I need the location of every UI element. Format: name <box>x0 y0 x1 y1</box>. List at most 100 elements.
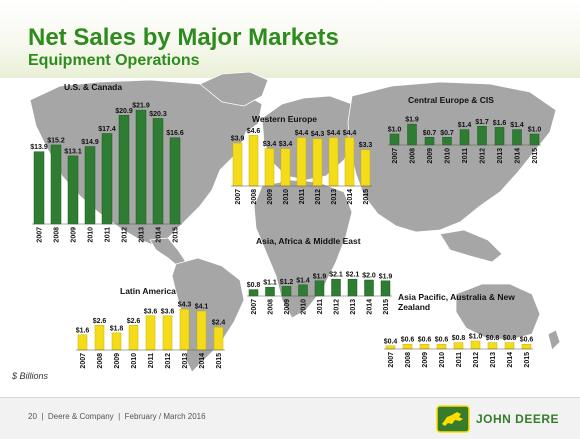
tick-label: 2013 <box>490 352 497 368</box>
tick-label: 2014 <box>156 227 163 243</box>
bar-2009 <box>424 137 435 146</box>
tick-label: 2011 <box>317 299 324 314</box>
data-label: $1.9 <box>379 273 393 280</box>
regional-charts: U.S. & Canada $13.9 2007 $15.2 2008 $13.1 2009… <box>30 82 541 369</box>
tick-label: 2008 <box>54 227 61 243</box>
bar-2010 <box>128 325 139 351</box>
chart-4: Asia, Africa & Middle East $0.8 2007 $1.1 20… <box>247 236 393 315</box>
john-deere-logo-icon <box>436 405 470 433</box>
bar-2013 <box>347 278 358 297</box>
data-label: $1.0 <box>388 127 402 134</box>
data-label: $0.6 <box>418 337 432 344</box>
bar-2012 <box>331 278 341 297</box>
data-label: $1.6 <box>76 327 90 334</box>
data-label: $3.4 <box>279 141 293 148</box>
bar-2015 <box>529 133 540 146</box>
data-label: $1.0 <box>469 334 483 341</box>
chart-title: Zealand <box>398 302 430 312</box>
bar-2009 <box>264 148 275 187</box>
chart-5: Latin America $1.6 2007 $2.6 2008 $1.8 2009 $2.… <box>76 286 226 369</box>
bar-2014 <box>364 279 374 297</box>
bar-2015 <box>380 280 391 297</box>
new-zealand-landmass <box>547 329 561 351</box>
data-label: $3.4 <box>263 141 277 148</box>
bar-2009 <box>111 332 122 351</box>
header-band <box>0 0 580 78</box>
bar-2012 <box>312 138 323 187</box>
data-label: $4.6 <box>247 128 261 135</box>
data-label: $3.9 <box>231 136 245 143</box>
bar-2015 <box>169 137 181 225</box>
south-america-landmass <box>171 257 245 373</box>
tick-label: 2009 <box>427 148 434 164</box>
chart-title: Asia, Africa & Middle East <box>256 236 361 246</box>
bar-2008 <box>402 343 413 350</box>
chart-title: Central Europe & CIS <box>408 95 494 105</box>
southeast-asia-landmass <box>439 229 503 263</box>
tick-label: 2015 <box>173 227 180 243</box>
tick-label: 2015 <box>383 299 390 315</box>
bar-2014 <box>344 137 355 187</box>
bar-2013 <box>487 342 498 350</box>
tick-label: 2010 <box>301 299 308 315</box>
bar-2009 <box>281 286 292 297</box>
bar-2007 <box>33 151 45 225</box>
tick-label: 2013 <box>497 148 504 164</box>
greenland-landmass <box>199 71 269 107</box>
bar-2010 <box>442 137 452 146</box>
data-label: $1.8 <box>110 325 124 332</box>
john-deere-logo-text: JOHN DEERE <box>476 412 560 426</box>
data-label: $2.6 <box>127 318 141 325</box>
data-label: $0.7 <box>423 130 437 137</box>
tick-label: 2014 <box>199 353 206 369</box>
data-label: $1.0 <box>528 127 542 134</box>
tick-label: 2012 <box>165 353 172 369</box>
tick-label: 2007 <box>392 148 399 164</box>
footer-bar: 20 | Deere & Company | February / March … <box>0 397 580 439</box>
tick-label: 2010 <box>445 148 452 164</box>
bar-2011 <box>314 280 325 297</box>
data-label: $2.1 <box>329 272 343 279</box>
bar-2007 <box>77 334 88 351</box>
tick-label: 2015 <box>216 353 223 369</box>
tick-label: 2008 <box>268 299 275 315</box>
data-label: $0.8 <box>247 282 261 289</box>
data-label: $1.4 <box>510 122 524 129</box>
tick-label: 2013 <box>182 353 189 369</box>
chart-title: U.S. & Canada <box>64 82 122 92</box>
slide-title: Net Sales by Major Markets <box>28 24 339 51</box>
bar-2008 <box>94 325 105 351</box>
data-label: $4.3 <box>178 302 192 309</box>
tick-label: 2009 <box>422 352 429 368</box>
bar-2013 <box>328 137 339 187</box>
tick-label: 2015 <box>524 352 531 368</box>
slide-subtitle: Equipment Operations <box>28 52 200 69</box>
tick-label: 2010 <box>283 189 290 205</box>
bar-2007 <box>232 142 243 187</box>
tick-label: 2007 <box>388 352 395 368</box>
data-label: $4.1 <box>195 304 209 311</box>
data-label: $20.9 <box>115 108 133 115</box>
tick-label: 2013 <box>331 189 338 205</box>
tick-label: 2011 <box>462 148 469 163</box>
data-label: $2.4 <box>212 320 226 327</box>
bar-2015 <box>360 149 371 187</box>
tick-label: 2014 <box>367 299 374 315</box>
tick-label: 2011 <box>456 352 463 367</box>
data-label: $17.4 <box>98 126 116 133</box>
data-label: $1.9 <box>405 117 419 124</box>
data-label: $2.6 <box>93 318 107 325</box>
bar-2011 <box>296 137 307 187</box>
bar-2011 <box>145 315 156 351</box>
bar-2013 <box>494 127 505 146</box>
chart-3: Central Europe & CIS $1.0 2007 $1.9 2008 $0.7… <box>388 95 542 164</box>
data-label: $1.7 <box>475 119 489 126</box>
units-note: $ Billions <box>12 371 49 381</box>
tick-label: 2007 <box>37 227 44 243</box>
bar-2011 <box>453 342 464 350</box>
bar-2008 <box>265 286 275 297</box>
bar-2014 <box>196 310 207 351</box>
bar-2010 <box>84 146 96 225</box>
tick-label: 2014 <box>507 352 514 368</box>
tick-label: 2011 <box>105 227 112 242</box>
